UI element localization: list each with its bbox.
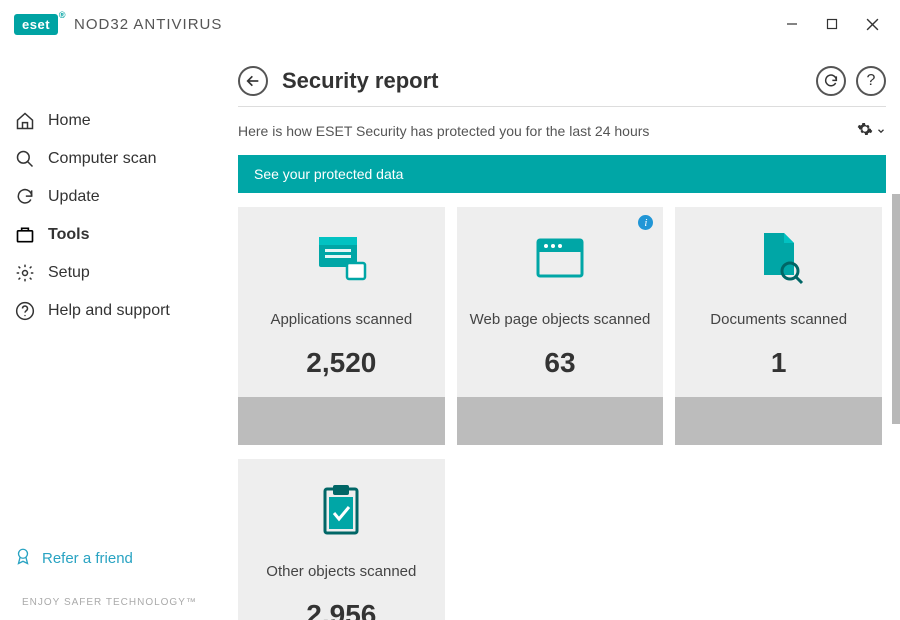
- cards-area: Applications scanned 2,520 i: [238, 193, 886, 620]
- sidebar-item-update[interactable]: Update: [0, 178, 238, 216]
- sidebar-item-label: Help and support: [48, 302, 170, 320]
- refresh-button[interactable]: [816, 66, 846, 96]
- protected-data-banner[interactable]: See your protected data: [238, 155, 886, 193]
- card-other-objects[interactable]: Other objects scanned 2,956: [238, 459, 445, 620]
- brand-tagline: ENJOY SAFER TECHNOLOGY™: [0, 579, 238, 620]
- apps-icon: [313, 231, 369, 285]
- card-label: Web page objects scanned: [470, 301, 651, 339]
- clipboard-check-icon: [319, 483, 363, 537]
- sidebar-item-home[interactable]: Home: [0, 102, 238, 140]
- card-label: Applications scanned: [270, 301, 412, 339]
- sidebar: Home Computer scan Update Tools: [0, 48, 238, 620]
- card-value: 2,520: [306, 347, 376, 379]
- subheader-row: Here is how ESET Security has protected …: [238, 107, 886, 155]
- sidebar-item-computer-scan[interactable]: Computer scan: [0, 140, 238, 178]
- refer-friend-link[interactable]: Refer a friend: [0, 537, 238, 579]
- titlebar: eset NOD32 ANTIVIRUS: [0, 0, 900, 48]
- card-web-page-objects[interactable]: i Web page obj: [457, 207, 664, 445]
- sidebar-item-setup[interactable]: Setup: [0, 254, 238, 292]
- product-name: NOD32 ANTIVIRUS: [74, 16, 222, 33]
- award-icon: [14, 547, 32, 569]
- browser-icon: [534, 231, 586, 285]
- sidebar-item-help[interactable]: Help and support: [0, 292, 238, 330]
- question-icon: [14, 300, 36, 322]
- card-footer: [457, 397, 664, 445]
- document-scan-icon: [754, 231, 804, 285]
- sidebar-item-label: Update: [48, 188, 100, 206]
- minimize-button[interactable]: [774, 10, 810, 38]
- search-icon: [14, 148, 36, 170]
- gear-icon: [857, 121, 873, 141]
- close-button[interactable]: [854, 10, 890, 38]
- window-controls: [774, 10, 890, 38]
- subheader-text: Here is how ESET Security has protected …: [238, 123, 649, 139]
- card-value: 63: [544, 347, 575, 379]
- sidebar-item-label: Computer scan: [48, 150, 157, 168]
- card-applications-scanned[interactable]: Applications scanned 2,520: [238, 207, 445, 445]
- settings-dropdown[interactable]: [857, 121, 886, 141]
- briefcase-icon: [14, 224, 36, 246]
- scrollbar[interactable]: [892, 194, 900, 444]
- sidebar-item-tools[interactable]: Tools: [0, 216, 238, 254]
- gear-icon: [14, 262, 36, 284]
- app-window: eset NOD32 ANTIVIRUS Home: [0, 0, 900, 620]
- back-button[interactable]: [238, 66, 268, 96]
- card-label: Other objects scanned: [266, 553, 416, 591]
- maximize-button[interactable]: [814, 10, 850, 38]
- sidebar-item-label: Tools: [48, 226, 89, 244]
- sidebar-item-label: Setup: [48, 264, 90, 282]
- card-footer: [675, 397, 882, 445]
- card-value: 1: [771, 347, 787, 379]
- refresh-icon: [14, 186, 36, 208]
- card-footer: [238, 397, 445, 445]
- card-value: 2,956: [306, 599, 376, 620]
- page-title: Security report: [282, 68, 439, 94]
- refer-label: Refer a friend: [42, 550, 133, 567]
- help-button[interactable]: ?: [856, 66, 886, 96]
- page-header: Security report ?: [238, 48, 886, 107]
- scrollbar-thumb[interactable]: [892, 194, 900, 424]
- main-pane: Security report ? Here is how ESET Secur…: [238, 48, 900, 620]
- card-documents-scanned[interactable]: Documents scanned 1: [675, 207, 882, 445]
- chevron-down-icon: [876, 123, 886, 140]
- brand-badge: eset: [14, 14, 58, 35]
- card-label: Documents scanned: [710, 301, 847, 339]
- sidebar-item-label: Home: [48, 112, 91, 130]
- home-icon: [14, 110, 36, 132]
